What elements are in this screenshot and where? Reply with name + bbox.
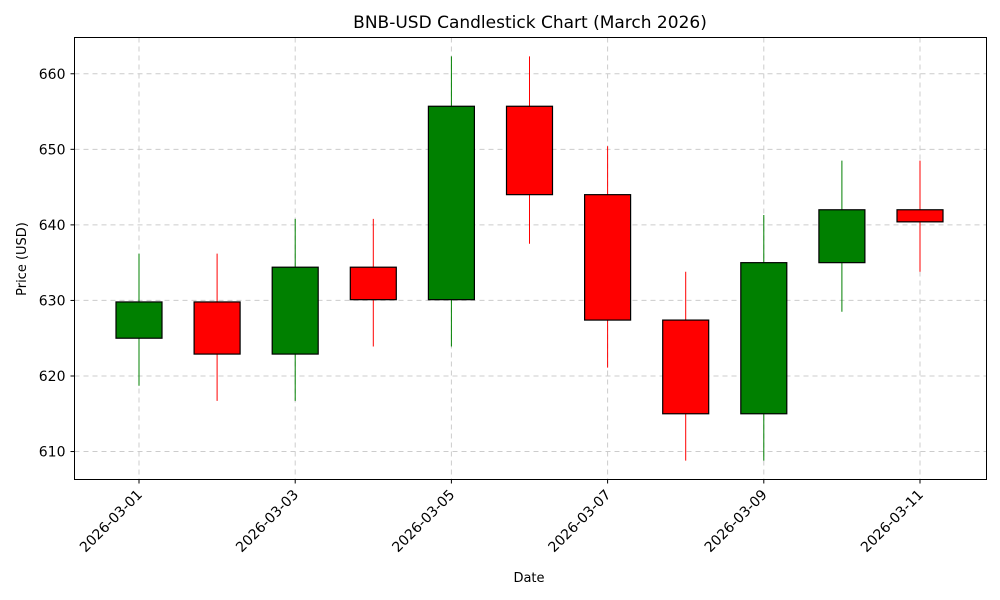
y-tick-label: 630 [39,293,66,309]
candle [662,271,710,461]
x-axis-label: Date [513,571,544,586]
candle [896,160,944,272]
y-tick-label: 620 [39,369,66,385]
candle-body [896,209,944,223]
candle-body [271,266,319,355]
candle-body [818,209,866,264]
candle-body [427,105,475,301]
y-tick-label: 640 [39,218,66,234]
candle [115,253,163,386]
candle-body [115,301,163,339]
candle [349,218,397,347]
candle [583,146,632,368]
y-tick-label: 610 [39,445,66,461]
y-axis-ticks: 610 620 630 640 650 660 [39,67,75,461]
candle-body [740,262,788,415]
y-axis-label: Price (USD) [15,222,30,296]
candle [505,56,554,244]
plot-frame [74,37,987,480]
candle-body [349,266,397,301]
candle-body [583,194,632,321]
candles [115,56,944,461]
candle-body [505,105,554,196]
candle [427,56,475,347]
candle-body [662,319,710,415]
chart-title: BNB-USD Candlestick Chart (March 2026) [353,13,707,33]
candle-body [193,301,241,355]
y-tick-label: 660 [39,67,66,83]
candle [740,215,788,461]
candle [818,160,866,312]
y-tick-label: 650 [39,142,66,158]
candle [193,253,241,401]
candle [271,218,319,401]
